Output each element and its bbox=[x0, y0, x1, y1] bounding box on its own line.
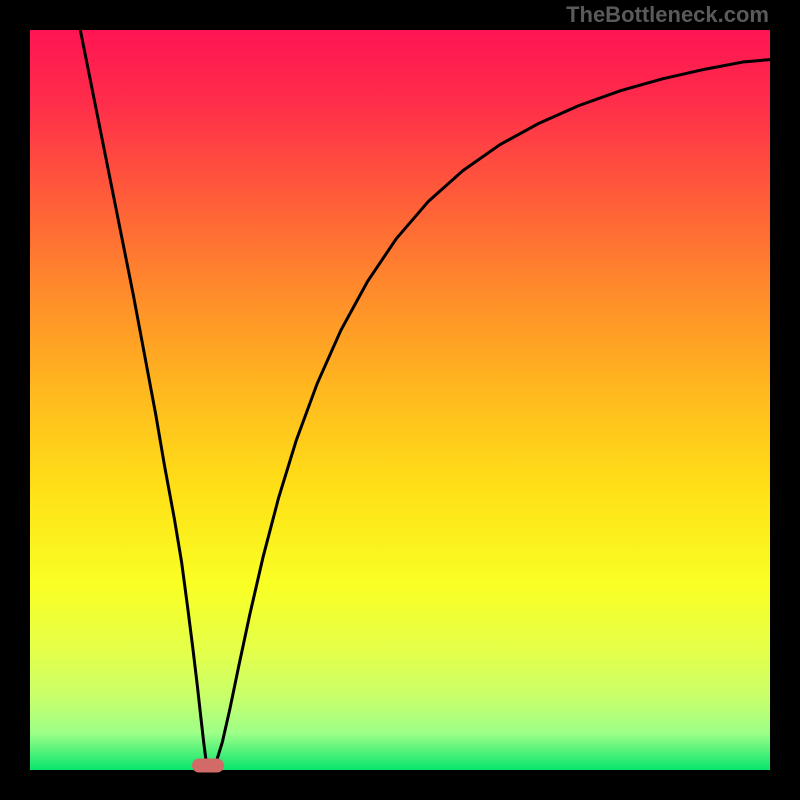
bottleneck-chart: TheBottleneck.com bbox=[0, 0, 800, 800]
curve-layer bbox=[30, 30, 770, 770]
bottleneck-curve bbox=[80, 30, 770, 767]
pill-icon bbox=[192, 758, 224, 772]
optimum-marker bbox=[192, 758, 224, 777]
plot-area bbox=[30, 30, 770, 770]
watermark-text: TheBottleneck.com bbox=[566, 2, 769, 28]
